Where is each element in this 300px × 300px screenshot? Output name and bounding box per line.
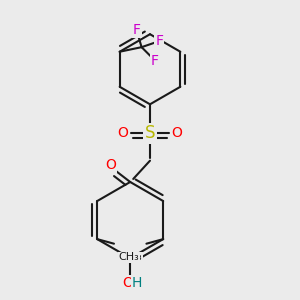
Text: O: O: [122, 277, 133, 290]
Text: F: F: [151, 53, 159, 68]
Text: O: O: [172, 126, 183, 140]
Text: F: F: [155, 34, 163, 48]
Text: H: H: [132, 277, 142, 290]
Text: S: S: [145, 124, 155, 142]
Text: CH₃: CH₃: [118, 252, 139, 262]
Text: F: F: [133, 23, 141, 37]
Text: O: O: [105, 158, 116, 172]
Text: CH₃: CH₃: [122, 252, 142, 262]
Text: O: O: [117, 126, 128, 140]
